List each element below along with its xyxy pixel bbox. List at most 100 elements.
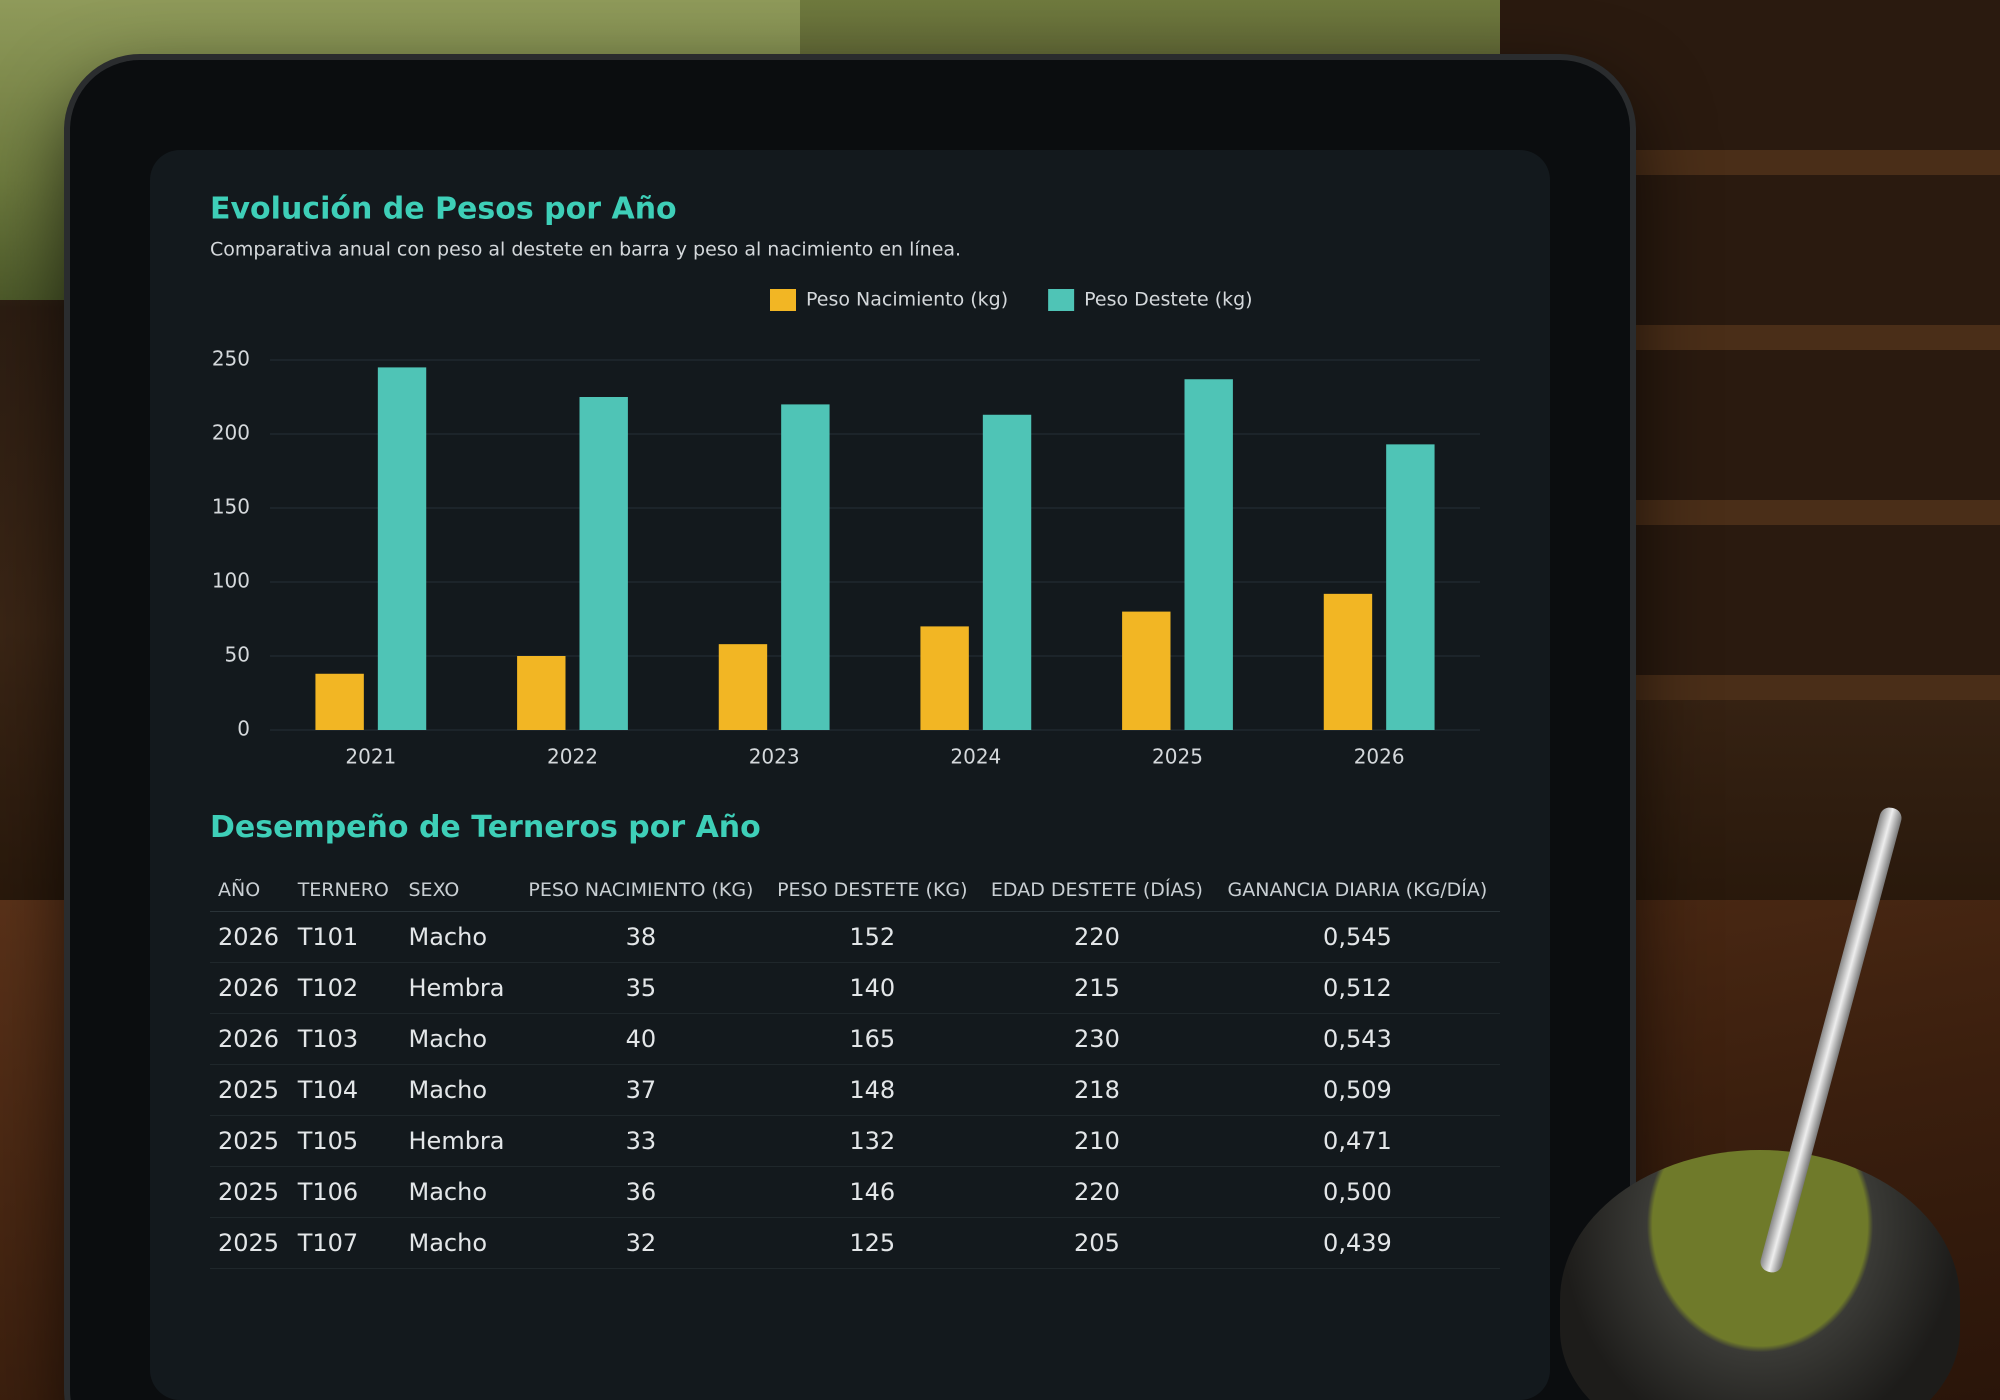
table-cell: 2026 [210,1013,290,1065]
table-cell: 220 [979,911,1215,963]
table-cell: 36 [516,1166,766,1218]
table-cell: T107 [289,1217,401,1269]
table-body: 2026 T101 Macho 38 152 220 0,545 2026 T102 Hembra… [210,911,1500,1269]
table-cell: 205 [979,1217,1215,1269]
table-cell: 35 [516,962,766,1014]
table-cell: T106 [289,1166,401,1218]
table-cell: 0,439 [1214,1217,1500,1269]
header-row: AÑO TERNERO SEXO PESO NACIMIENTO (KG) PESO D… [210,869,1500,912]
bar [781,404,830,730]
table-row: 2025 T105 Hembra 33 132 210 0,471 [210,1115,1500,1167]
table-cell: 0,545 [1214,911,1500,963]
table-cell: Macho [400,1013,517,1065]
bar [1323,593,1373,730]
table-cell: 0,500 [1214,1166,1500,1218]
table-cell: T103 [289,1013,401,1065]
table-row: 2026 T101 Macho 38 152 220 0,545 [210,911,1500,963]
bar [718,644,768,730]
y-tick-label: 100 [212,569,250,593]
bar [315,673,364,730]
table-cell: 220 [979,1166,1215,1218]
table-row: 2026 T102 Hembra 35 140 215 0,512 [210,962,1500,1014]
table-cell: T105 [289,1115,401,1167]
table-cell: 2025 [210,1115,290,1167]
table-row: 2025 T106 Macho 36 146 220 0,500 [210,1166,1500,1218]
table-cell: Macho [400,1217,517,1269]
table-cell: 230 [979,1013,1215,1065]
table-cell: 37 [516,1064,766,1116]
table-cell: 0,512 [1214,962,1500,1014]
mate-cup [1560,1150,1960,1400]
table-cell: 218 [979,1064,1215,1116]
table-cell: 2025 [210,1217,290,1269]
table-cell: 210 [979,1115,1215,1167]
x-tick-label: 2022 [547,745,598,769]
bar [579,397,628,730]
table-cell: 140 [765,962,980,1014]
screen: Evolución de Pesos por Año Comparativa a… [150,150,1550,1400]
column-header: SEXO [400,869,517,912]
column-header: GANANCIA DIARIA (KG/DÍA) [1214,869,1500,912]
table-cell: T102 [289,962,401,1014]
x-tick-label: 2023 [749,745,800,769]
table-row: 2025 T104 Macho 37 148 218 0,509 [210,1064,1500,1116]
legend-label: Peso Nacimiento (kg) [806,289,1008,311]
tablet: Evolución de Pesos por Año Comparativa a… [70,60,1630,1400]
table-cell: 152 [765,911,980,963]
table-cell: 2025 [210,1064,290,1116]
y-tick-label: 50 [225,643,250,667]
table-title: Desempeño de Terneros por Año [210,810,761,845]
chart-title: Evolución de Pesos por Año [210,192,677,227]
column-header: TERNERO [289,869,401,912]
table-cell: 2026 [210,962,290,1014]
column-header: PESO NACIMIENTO (KG) [516,869,766,912]
legend-label: Peso Destete (kg) [1084,289,1252,311]
bar [377,367,427,730]
table-cell: Macho [400,911,517,963]
table-cell: 2026 [210,911,290,963]
table-cell: 0,471 [1214,1115,1500,1167]
table-cell: 32 [516,1217,766,1269]
table-cell: Macho [400,1166,517,1218]
table-cell: Hembra [400,962,517,1014]
table-cell: 215 [979,962,1215,1014]
bar [1122,611,1171,730]
bar [920,626,969,730]
table-cell: 125 [765,1217,980,1269]
column-header: EDAD DESTETE (DÍAS) [979,869,1215,912]
chart: Evolución de Pesos por Año Comparativa a… [210,192,1480,769]
table-cell: 148 [765,1064,980,1116]
y-tick-label: 150 [212,495,250,519]
table-cell: 165 [765,1013,980,1065]
x-tick-label: 2025 [1152,745,1203,769]
table-cell: 40 [516,1013,766,1065]
table-cell: 132 [765,1115,980,1167]
bar [982,414,1032,730]
y-tick-label: 200 [212,421,250,445]
y-tick-label: 250 [212,347,250,371]
table-cell: 0,509 [1214,1064,1500,1116]
bar [517,656,566,730]
data-table: AÑO TERNERO SEXO PESO NACIMIENTO (KG) PESO D… [210,869,1500,1269]
table-cell: 0,543 [1214,1013,1500,1065]
column-header: PESO DESTETE (KG) [765,869,980,912]
table-cell: 2025 [210,1166,290,1218]
x-tick-label: 2024 [950,745,1001,769]
table-cell: 38 [516,911,766,963]
table-cell: T101 [289,911,401,963]
table-cell: 33 [516,1115,766,1167]
legend-swatch [770,289,796,311]
table-row: 2026 T103 Macho 40 165 230 0,543 [210,1013,1500,1065]
table-section: Desempeño de Terneros por Año AÑO TERNERO… [210,810,1500,1269]
chart-subtitle: Comparativa anual con peso al destete en… [210,239,961,261]
table-cell: 146 [765,1166,980,1218]
legend-swatch [1048,289,1075,311]
table-cell: Hembra [400,1115,517,1167]
x-tick-label: 2021 [345,745,396,769]
bar [1386,444,1435,730]
table-cell: T104 [289,1064,401,1116]
column-header: AÑO [210,869,290,912]
table-cell: Macho [400,1064,517,1116]
x-tick-label: 2026 [1354,745,1405,769]
